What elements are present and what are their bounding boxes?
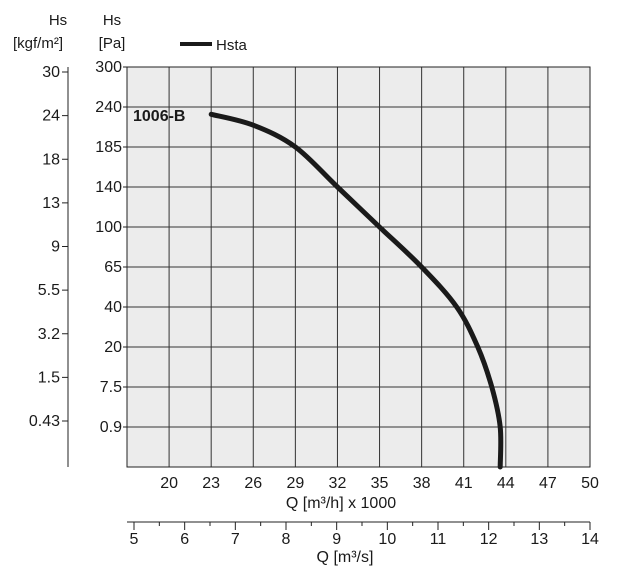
kgf-tick-label: 9	[51, 239, 60, 256]
pa-tick-label: 40	[104, 299, 122, 316]
kgf-tick-label: 24	[42, 108, 60, 125]
pa-tick-label: 300	[95, 59, 122, 76]
grid-lines	[127, 67, 590, 467]
series-line-hsta	[208, 111, 504, 470]
legend-label-hsta: Hsta	[216, 37, 248, 54]
m3h-tick-label: 23	[202, 475, 220, 492]
kgf-tick-label: 0.43	[29, 413, 60, 430]
m3s-tick-label: 13	[530, 531, 548, 548]
m3s-tick-label: 9	[332, 531, 341, 548]
pa-tick-label: 140	[95, 179, 122, 196]
m3h-tick-label: 47	[539, 475, 557, 492]
m3s-tick-label: 10	[378, 531, 396, 548]
pa-tick-label: 100	[95, 219, 122, 236]
m3h-axis-label: Q [m³/h] x 1000	[286, 495, 396, 512]
pa-axis-title-line2: [Pa]	[99, 35, 126, 52]
kgf-tick-label: 13	[42, 195, 60, 212]
kgf-axis-ticks: 30 24 18 13 9 5.5 3.2 1.5 0.43	[29, 64, 68, 430]
kgf-axis-title-line2: [kgf/m²]	[13, 35, 63, 52]
m3s-tick-label: 14	[581, 531, 599, 548]
kgf-tick-label: 3.2	[38, 326, 60, 343]
m3s-tick-label: 7	[231, 531, 240, 548]
m3h-tick-label: 44	[497, 475, 515, 492]
pa-tick-label: 7.5	[100, 379, 122, 396]
pa-tick-label: 240	[95, 99, 122, 116]
m3s-axis-ticks: 5 6 7 8 9 10 11 12 13 14	[130, 522, 599, 548]
pa-axis-ticks: 300 240 185 140 100 65 40 20 7.5 0.9	[95, 59, 127, 436]
kgf-tick-label: 5.5	[38, 282, 60, 299]
m3s-tick-label: 11	[430, 531, 447, 548]
m3h-tick-label: 32	[329, 475, 347, 492]
m3s-tick-label: 6	[180, 531, 189, 548]
m3h-tick-label: 26	[244, 475, 262, 492]
kgf-tick-label: 18	[42, 151, 60, 168]
m3h-tick-label: 35	[371, 475, 389, 492]
m3s-tick-label: 8	[282, 531, 291, 548]
pa-tick-label: 65	[104, 259, 122, 276]
m3h-tick-label: 29	[286, 475, 304, 492]
m3h-tick-label: 38	[413, 475, 431, 492]
kgf-tick-label: 1.5	[38, 369, 60, 386]
pa-tick-label: 0.9	[100, 419, 122, 436]
m3s-tick-label: 5	[130, 531, 139, 548]
model-annotation: 1006-B	[133, 108, 185, 125]
kgf-tick-label: 30	[42, 64, 60, 81]
kgf-axis-title-line1: Hs	[49, 12, 67, 29]
pa-axis-title-line1: Hs	[103, 12, 121, 29]
m3h-tick-label: 50	[581, 475, 599, 492]
m3h-tick-label: 20	[160, 475, 178, 492]
pa-tick-label: 20	[104, 339, 122, 356]
m3s-axis-label: Q [m³/s]	[317, 549, 374, 566]
m3h-tick-label: 41	[455, 475, 473, 492]
pa-tick-label: 185	[95, 139, 122, 156]
m3s-tick-label: 12	[480, 531, 498, 548]
m3h-axis-ticks: 20 23 26 29 32 35 38 41 44 47 50	[160, 475, 599, 492]
